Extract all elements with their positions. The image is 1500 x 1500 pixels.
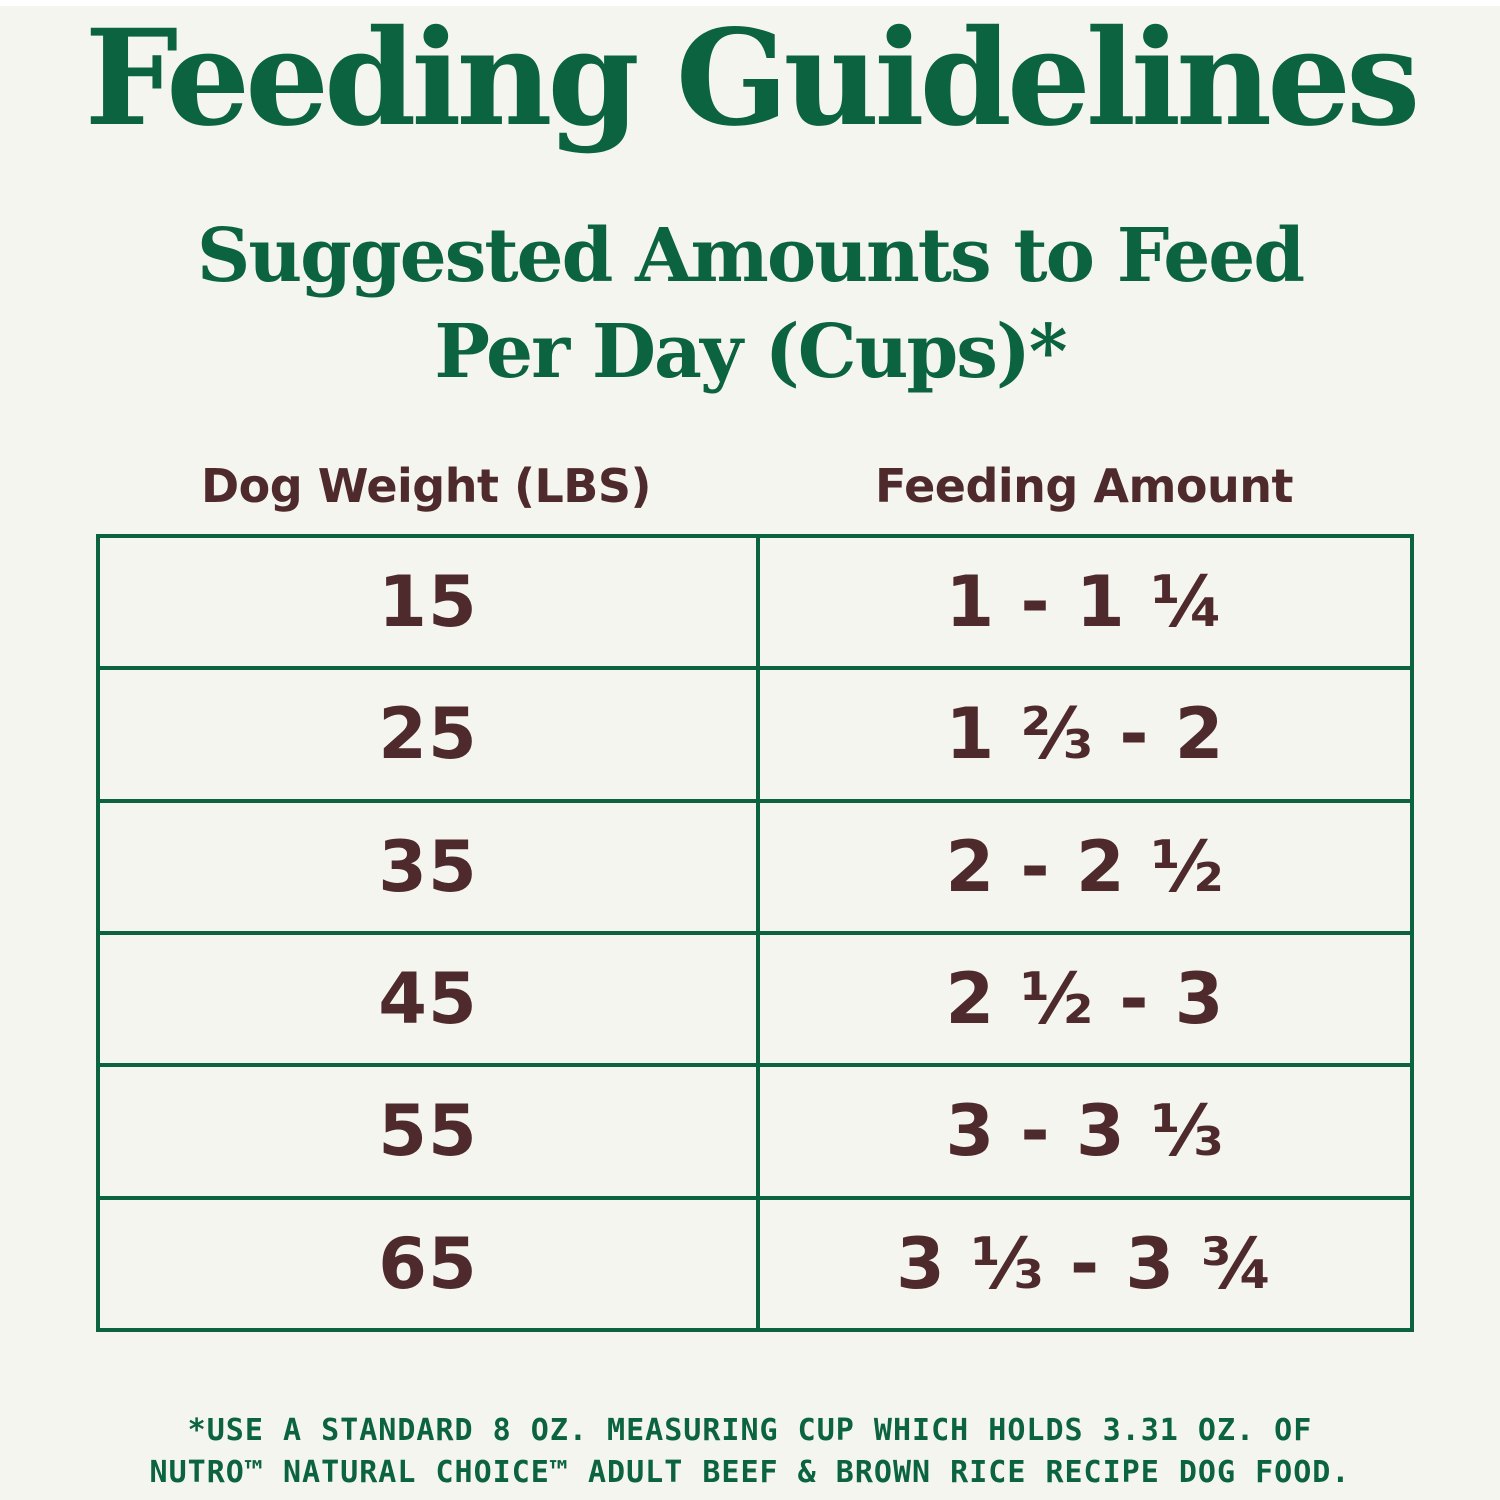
weight-cell: 25 [96,666,760,803]
weight-cell: 55 [96,1063,760,1200]
table-row: 45 2 ½ - 3 [96,930,1414,1068]
amount-cell: 3 - 3 ⅓ [756,1063,1414,1200]
table-row: 25 1 ⅔ - 2 [96,666,1414,803]
amount-cell: 3 ⅓ - 3 ¾ [756,1195,1414,1333]
table-row: 65 3 ⅓ - 3 ¾ [96,1195,1414,1333]
amount-cell: 1 ⅔ - 2 [756,666,1414,803]
amount-cell: 2 ½ - 3 [756,930,1414,1068]
footnote-line-2: NUTRO™ NATURAL CHOICE™ ADULT BEEF & BROW… [149,1455,1351,1490]
amount-cell: 1 - 1 ¼ [756,533,1414,671]
table-row: 15 1 - 1 ¼ [96,533,1414,671]
table-row: 35 2 - 2 ½ [96,798,1414,935]
page-title: Feeding Guidelines [84,1,1421,156]
weight-cell: 15 [96,533,760,671]
subtitle: Suggested Amounts to Feed Per Day (Cups)… [0,208,1500,400]
table-row: 55 3 - 3 ⅓ [96,1063,1414,1200]
weight-cell: 35 [96,798,760,935]
weight-cell: 45 [96,930,760,1068]
subtitle-line-2: Per Day (Cups)* [434,309,1067,395]
top-strip [0,0,1500,6]
amount-cell: 2 - 2 ½ [756,798,1414,935]
footnote: *USE A STANDARD 8 OZ. MEASURING CUP WHIC… [0,1410,1500,1494]
footnote-line-1: *USE A STANDARD 8 OZ. MEASURING CUP WHIC… [187,1413,1313,1448]
column-header-amount: Feeding Amount [875,459,1293,513]
subtitle-line-1: Suggested Amounts to Feed [196,213,1305,299]
column-header-weight: Dog Weight (LBS) [200,459,652,513]
weight-cell: 65 [96,1195,760,1333]
feeding-table: 15 1 - 1 ¼ 25 1 ⅔ - 2 35 2 - 2 ½ 45 2 ½ … [96,533,1414,1333]
